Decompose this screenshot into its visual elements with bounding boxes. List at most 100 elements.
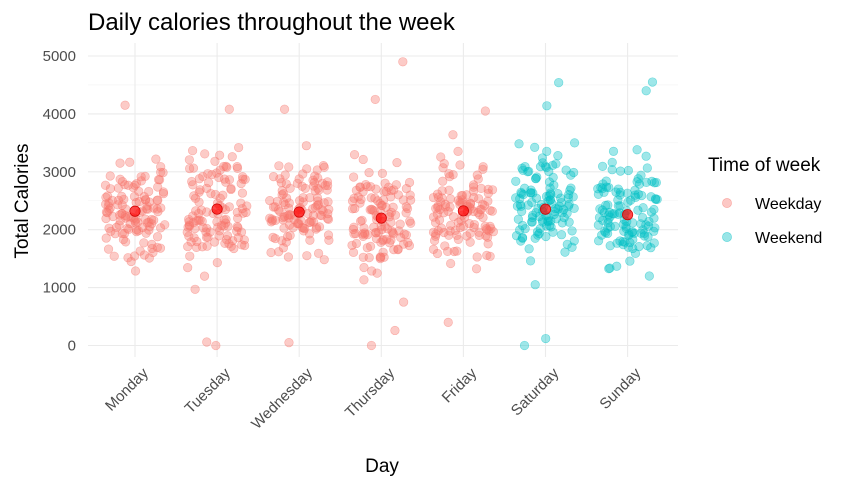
legend-item-weekend: Weekend (722, 230, 822, 247)
data-point (211, 340, 221, 351)
data-point (487, 185, 498, 195)
data-point (632, 145, 642, 155)
data-point (641, 151, 651, 161)
data-point (184, 155, 194, 165)
data-point (363, 229, 373, 240)
data-point (130, 266, 141, 276)
data-point (323, 180, 333, 191)
data-point (649, 238, 659, 248)
data-point (319, 255, 329, 265)
data-point (140, 195, 151, 205)
data-point (155, 243, 166, 253)
data-point (102, 191, 113, 201)
data-point (278, 243, 289, 253)
data-point (603, 223, 613, 233)
data-point (104, 198, 114, 208)
data-point (540, 161, 551, 171)
data-point (237, 203, 247, 214)
data-point (188, 180, 198, 190)
data-point (650, 223, 660, 233)
data-point (237, 240, 247, 250)
data-point (305, 217, 315, 227)
data-point (542, 101, 552, 111)
data-point (456, 216, 466, 226)
data-point (514, 139, 524, 149)
data-point (188, 163, 199, 173)
data-point (458, 221, 469, 231)
data-point (527, 197, 537, 207)
data-point (355, 198, 365, 208)
data-point (554, 78, 564, 88)
data-point (115, 158, 125, 168)
data-point (618, 219, 628, 229)
data-point (562, 208, 572, 218)
data-point (356, 216, 366, 226)
data-point (480, 106, 490, 116)
data-point (308, 175, 318, 185)
data-point (280, 170, 290, 180)
data-point (221, 218, 231, 228)
data-point (396, 232, 406, 243)
data-point (615, 166, 626, 176)
data-point (273, 205, 284, 215)
data-point (429, 236, 440, 246)
data-point (101, 233, 111, 243)
data-point (452, 246, 462, 256)
data-point (465, 237, 475, 247)
data-point (623, 197, 633, 207)
data-point (569, 203, 579, 213)
data-point (187, 176, 197, 187)
data-point (224, 104, 234, 114)
data-point (156, 162, 166, 172)
data-point (370, 94, 380, 105)
data-point (548, 172, 558, 182)
data-point (190, 284, 200, 294)
data-point (183, 262, 193, 273)
data-point (625, 256, 635, 266)
data-point (135, 246, 145, 256)
data-point (308, 204, 318, 214)
data-point (483, 196, 493, 206)
data-point (452, 230, 462, 240)
data-point (152, 232, 163, 242)
data-points (100, 57, 662, 351)
data-point (395, 219, 405, 229)
data-point (283, 252, 294, 262)
data-point (101, 213, 111, 224)
data-point (643, 232, 653, 242)
data-point (405, 190, 415, 200)
mean-point (539, 203, 552, 215)
data-point (117, 228, 127, 239)
data-point (647, 77, 658, 87)
data-point (294, 174, 304, 184)
y-tick-label: 0 (68, 338, 76, 355)
data-point (297, 181, 307, 191)
data-point (603, 215, 613, 225)
data-point (406, 195, 416, 205)
data-point (485, 251, 495, 261)
data-point (465, 198, 476, 208)
data-point (215, 193, 225, 203)
data-point (387, 226, 397, 236)
data-point (322, 213, 333, 224)
data-point (298, 169, 308, 179)
data-point (357, 215, 367, 225)
data-point (641, 220, 651, 230)
data-point (298, 193, 308, 203)
legend-label-weekend: Weekend (755, 230, 822, 247)
data-point (183, 222, 193, 232)
data-point (160, 220, 170, 230)
data-point (226, 183, 236, 194)
data-point (519, 340, 530, 351)
mean-point (129, 205, 141, 217)
data-point (469, 219, 480, 230)
data-point (324, 235, 334, 245)
data-point (373, 196, 383, 206)
data-point (527, 217, 537, 227)
data-point (549, 180, 559, 190)
data-point (237, 188, 248, 198)
data-point (440, 241, 450, 251)
data-point (274, 161, 284, 171)
x-tick-label: Saturday (508, 364, 563, 419)
data-point (202, 241, 212, 251)
